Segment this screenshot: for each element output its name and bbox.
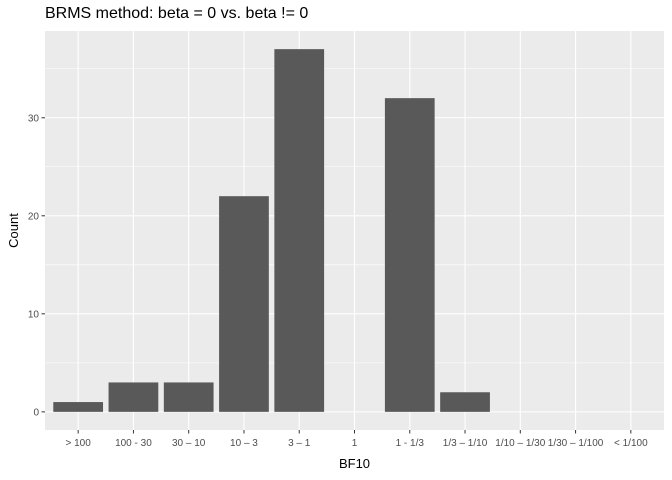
x-tick-label: 1/30 – 1/100 [548,438,604,449]
bar [108,382,159,412]
x-tick-label: < 1/100 [614,438,648,449]
bar [219,196,269,412]
y-axis-title: Count [6,213,21,248]
y-axis-ticks: 0 10 20 30 [28,113,45,418]
x-tick-label: 1/3 – 1/10 [443,438,488,449]
x-tick-label: 30 – 10 [172,438,206,449]
y-tick-label: 30 [28,113,40,124]
x-axis-ticks: > 100 100 - 30 30 – 10 10 – 3 3 – 1 1 1 - 1/3 1… [66,430,648,449]
x-tick-label: 10 – 3 [230,438,258,449]
y-tick-label: 20 [28,211,40,222]
y-tick-label: 10 [28,309,40,320]
x-tick-label: 3 – 1 [288,438,311,449]
bars [53,49,490,412]
bar [53,402,104,412]
y-tick-label: 0 [33,407,39,418]
x-tick-label: 100 - 30 [115,438,152,449]
x-tick-label: 1 [352,438,358,449]
x-axis-title: BF10 [339,456,370,471]
bar [440,392,490,412]
bar [384,98,435,412]
x-tick-label: 1 - 1/3 [396,438,425,449]
bar [163,382,214,412]
chart-title: BRMS method: beta = 0 vs. beta != 0 [45,5,309,22]
x-tick-label: > 100 [66,438,92,449]
x-tick-label: 1/10 – 1/30 [495,438,545,449]
bar [274,49,325,412]
